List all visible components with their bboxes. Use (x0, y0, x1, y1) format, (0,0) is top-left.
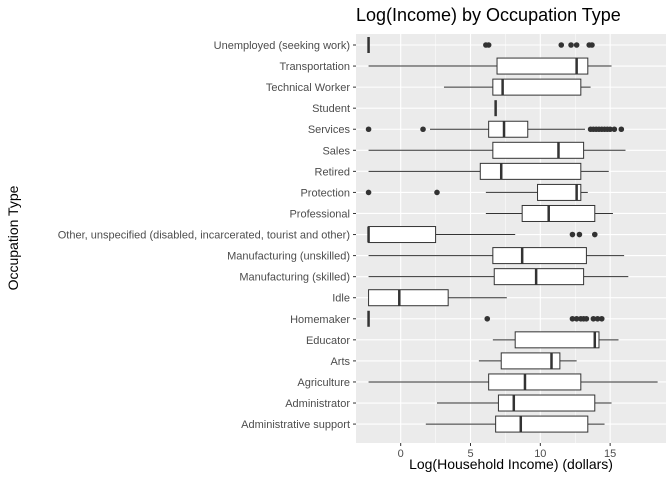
box-group (368, 162, 609, 180)
box-iqr (368, 226, 437, 244)
outlier-point (590, 315, 597, 322)
y-tick-label: Homemaker (290, 314, 350, 326)
y-tick-label: Idle (332, 293, 350, 305)
outlier-point (611, 126, 618, 133)
y-axis-labels: Unemployed (seeking work) Transportation T… (58, 40, 356, 431)
box-iqr (514, 331, 600, 349)
box-iqr (488, 120, 529, 138)
chart-title: Log(Income) by Occupation Type (356, 5, 621, 25)
outlier-point (568, 42, 574, 48)
outlier-point (573, 315, 580, 322)
outlier-point (583, 315, 590, 322)
y-tick-label: Retired (315, 166, 350, 178)
box-iqr (497, 394, 596, 412)
y-tick-label: Services (308, 124, 351, 136)
y-tick-label: Transportation (279, 61, 350, 73)
box-group (365, 120, 625, 138)
y-tick-label: Sales (322, 145, 350, 157)
x-tick-label: 0 (398, 448, 404, 460)
y-tick-label: Professional (289, 208, 350, 220)
box-iqr (479, 162, 582, 180)
box-iqr (500, 352, 561, 370)
outlier-point (576, 231, 583, 238)
x-axis-title: Log(Household Income) (dollars) (409, 456, 613, 472)
y-tick-label: Administrative support (241, 419, 350, 431)
box-iqr (496, 57, 589, 75)
box-iqr (492, 141, 585, 159)
box-group (425, 415, 605, 433)
box-iqr (495, 415, 589, 433)
outlier-point (589, 42, 595, 48)
box-group (492, 331, 619, 349)
y-tick-label: Protection (300, 187, 350, 199)
outlier-point (594, 315, 601, 322)
outlier-point (569, 231, 576, 238)
box-iqr (493, 268, 585, 286)
box-group (367, 310, 605, 327)
x-tick-label: 10 (534, 448, 546, 460)
y-axis-title: Occupation Type (5, 185, 21, 290)
box-iqr (368, 289, 449, 307)
box-group (478, 352, 577, 370)
box-group (436, 394, 612, 412)
box-group (485, 204, 613, 222)
outlier-point (365, 126, 372, 133)
x-tick-label: 5 (467, 448, 473, 460)
y-tick-label: Manufacturing (unskilled) (227, 251, 350, 263)
box-iqr (521, 204, 596, 222)
outlier-point (598, 315, 605, 322)
box-group (367, 37, 595, 53)
box-group (368, 141, 626, 159)
outlier-point (365, 189, 372, 196)
box-group (367, 226, 598, 244)
outlier-point (618, 126, 625, 133)
outlier-point (607, 126, 613, 133)
box-group (368, 247, 625, 265)
box-group (365, 183, 588, 201)
outlier-point (569, 315, 576, 322)
outlier-point (558, 42, 565, 48)
outlier-point (484, 315, 491, 322)
y-tick-label: Other, unspecified (disabled, incarcerat… (58, 230, 350, 242)
box-iqr (492, 247, 587, 265)
box-iqr (488, 373, 582, 391)
y-tick-label: Administrator (285, 398, 350, 410)
outlier-point (573, 42, 580, 48)
box-group (368, 57, 612, 75)
y-tick-label: Technical Worker (266, 82, 350, 94)
box-iqr (492, 78, 582, 96)
y-tick-label: Unemployed (seeking work) (214, 40, 350, 52)
y-tick-label: Agriculture (297, 377, 350, 389)
outlier-point (434, 189, 440, 196)
box-iqr (537, 183, 582, 201)
y-tick-label: Manufacturing (skilled) (239, 272, 350, 284)
x-axis-labels: 0 5 10 15 (398, 443, 616, 460)
outlier-point (420, 126, 426, 133)
y-tick-label: Arts (330, 356, 350, 368)
box-group (443, 78, 591, 96)
outlier-point (591, 231, 598, 238)
box-group (368, 268, 629, 286)
box-series (365, 37, 658, 433)
x-tick-label: 15 (604, 448, 616, 460)
y-tick-label: Student (312, 103, 350, 115)
outlier-point (485, 42, 492, 48)
box-group (368, 289, 507, 307)
box-group (368, 373, 658, 391)
y-tick-label: Educator (306, 335, 350, 347)
